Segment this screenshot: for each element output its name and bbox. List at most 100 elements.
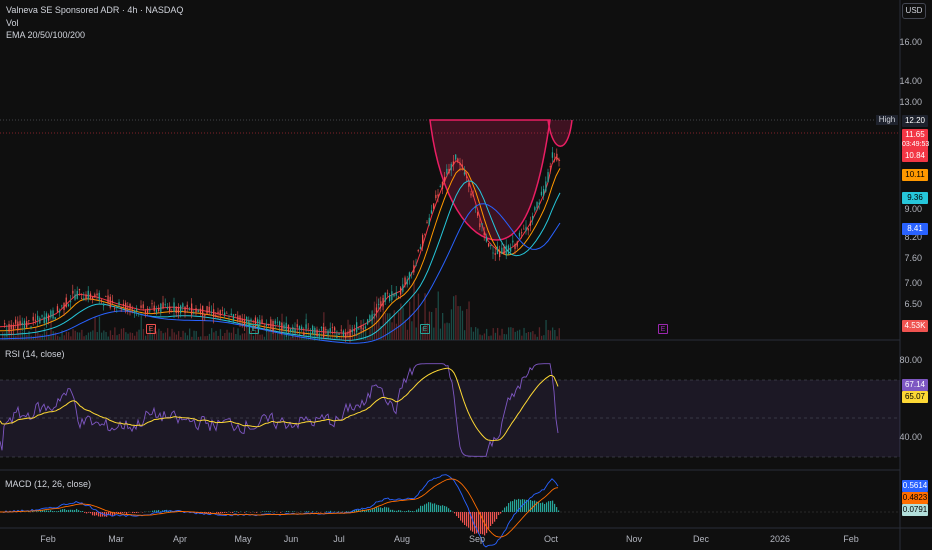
macd-hist-bar [48, 510, 50, 512]
macd-hist-bar [428, 502, 430, 512]
time-axis-label: 2026 [769, 534, 791, 544]
candle-body [307, 328, 309, 330]
candle-body [74, 294, 76, 300]
candle-body [510, 247, 512, 252]
earnings-marker[interactable]: E [420, 324, 430, 334]
rsi-value-badge: 67.14 [902, 379, 928, 391]
volume-bar [444, 323, 446, 340]
volume-bar [356, 332, 358, 340]
candle-body [226, 312, 228, 314]
candle-body [54, 317, 56, 320]
rsi-legend[interactable]: RSI (14, close) [5, 349, 65, 359]
candle-body [457, 158, 459, 162]
candle-body [477, 212, 479, 216]
candle-body [402, 284, 404, 292]
time-axis-label: Feb [843, 534, 859, 544]
macd-hist-bar [142, 512, 144, 513]
candle-body [118, 301, 120, 306]
macd-hist-bar [426, 503, 428, 512]
macd-hist-bar [404, 511, 406, 512]
volume-bar [28, 330, 30, 340]
volume-bar [431, 311, 433, 340]
volume-bar [365, 330, 367, 340]
candle-body [19, 321, 21, 325]
candle-body [276, 321, 279, 323]
volume-bar [400, 303, 402, 340]
volume-bar [241, 333, 244, 340]
macd-hist-bar [378, 507, 380, 512]
macd-hist-bar [518, 498, 520, 512]
volume-bar [340, 331, 343, 340]
candle-body [153, 305, 155, 312]
volume-bar [171, 328, 173, 340]
macd-hist-bar [90, 512, 92, 514]
macd-hist-bar [534, 500, 536, 512]
volume-bar [197, 336, 200, 340]
volume-bar [193, 330, 195, 340]
volume-bar [112, 334, 114, 340]
rsi-tick: 80.00 [899, 355, 922, 365]
volume-bar [160, 330, 162, 340]
candle-body [536, 202, 538, 208]
candle-body [534, 207, 536, 211]
candle-body [413, 265, 415, 273]
earnings-marker[interactable]: E [146, 324, 156, 334]
candle-body [270, 319, 272, 329]
candle-body [538, 202, 540, 205]
volume-bar [268, 329, 270, 340]
candle-body [63, 302, 65, 311]
macd-hist-bar [544, 504, 546, 512]
macd-hist-bar [550, 500, 552, 512]
macd-hist-bar [74, 510, 76, 512]
macd-hist-bar [120, 512, 122, 515]
ema-indicator-label[interactable]: EMA 20/50/100/200 [6, 30, 86, 40]
volume-bar [510, 327, 512, 340]
candle-body [56, 306, 59, 312]
rsi-tick: 40.00 [899, 432, 922, 442]
volume-bar [235, 333, 237, 340]
candle-body [122, 303, 125, 306]
volume-bar [228, 332, 230, 340]
volume-bar [369, 328, 371, 340]
candle-body [448, 168, 450, 174]
volume-bar [237, 328, 239, 340]
price-tick: 8.20 [904, 232, 922, 242]
volume-bar [255, 330, 257, 340]
symbol-title[interactable]: Valneva SE Sponsored ADR · 4h · NASDAQ [6, 5, 184, 15]
earnings-marker[interactable]: E [249, 324, 259, 334]
macd-hist-bar [208, 512, 210, 514]
macd-hist-bar [96, 512, 98, 516]
macd-hist-bar [54, 511, 56, 512]
candlestick-series [4, 146, 560, 343]
volume-bar [301, 336, 303, 340]
macd-hist-bar [366, 510, 368, 512]
macd-hist-bar [480, 512, 482, 534]
macd-hist-bar [512, 501, 514, 512]
macd-hist-bar [406, 510, 408, 512]
candle-body [521, 232, 523, 234]
volume-bar [541, 335, 543, 340]
macd-hist-bar [530, 500, 532, 512]
earnings-marker[interactable]: E [658, 324, 668, 334]
macd-legend[interactable]: MACD (12, 26, close) [5, 479, 92, 489]
candle-body [543, 188, 545, 196]
volume-bar [195, 331, 197, 340]
candle-body [439, 186, 441, 187]
candle-body [380, 301, 382, 307]
volume-bar [24, 333, 26, 340]
candle-body [404, 277, 406, 285]
volume-bar [226, 329, 228, 340]
volume-bar [43, 327, 46, 340]
volume-bar [37, 332, 39, 340]
volume-bar [512, 327, 514, 340]
macd-hist-bar [390, 509, 392, 512]
candle-body [501, 247, 503, 254]
macd-hist-bar [442, 505, 444, 512]
volume-bar [409, 301, 411, 340]
macd-hist-bar [114, 512, 116, 515]
rsi-pane [0, 363, 900, 458]
currency-button[interactable]: USD [902, 3, 926, 19]
volume-indicator-label[interactable]: Vol [6, 18, 19, 28]
candle-body [39, 318, 41, 324]
